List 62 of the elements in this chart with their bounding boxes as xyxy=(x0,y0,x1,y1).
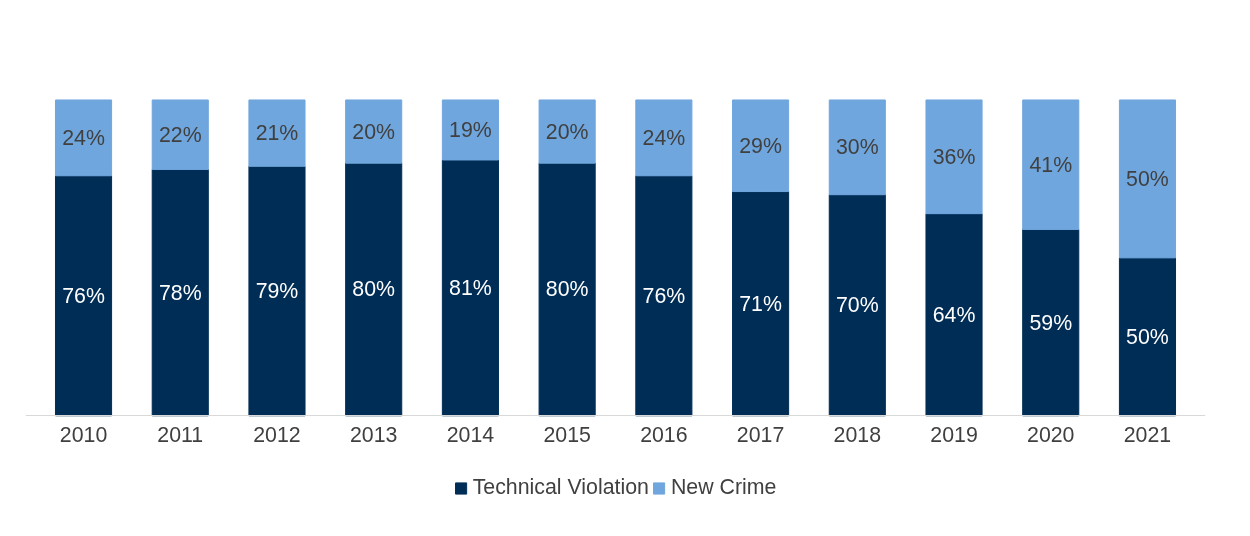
legend-label: New Crime xyxy=(670,475,777,500)
bar xyxy=(248,165,306,417)
bar xyxy=(635,99,693,177)
data-label: 20% xyxy=(545,119,589,144)
x-tick-label: 2018 xyxy=(833,422,882,447)
x-tick-label: 2020 xyxy=(1027,422,1075,447)
x-tick-label: 2013 xyxy=(349,422,398,447)
bar xyxy=(151,99,209,170)
bar xyxy=(345,99,403,164)
bar xyxy=(732,191,790,417)
data-label: 41% xyxy=(1029,152,1073,177)
bar xyxy=(925,213,983,417)
data-label: 70% xyxy=(835,293,879,318)
x-tick-label: 2016 xyxy=(640,422,688,447)
x-tick-label: 2011 xyxy=(157,422,204,447)
bar xyxy=(925,99,983,215)
data-label: 24% xyxy=(62,125,105,150)
bar xyxy=(248,99,306,167)
bar xyxy=(538,99,596,164)
bar xyxy=(1022,228,1080,417)
data-label: 59% xyxy=(1029,310,1073,335)
x-tick-label: 2014 xyxy=(446,422,495,447)
data-label: 21% xyxy=(255,121,299,146)
x-tick-label: 2019 xyxy=(930,422,978,447)
bar xyxy=(1022,99,1080,230)
bar xyxy=(732,99,790,193)
bar xyxy=(441,159,499,417)
data-label: 50% xyxy=(1126,166,1169,191)
data-label: 71% xyxy=(739,291,782,316)
x-tick-label: 2015 xyxy=(543,422,591,447)
data-label: 81% xyxy=(449,275,492,300)
data-label: 78% xyxy=(158,280,202,305)
x-tick-label: 2017 xyxy=(736,422,785,447)
bar xyxy=(635,175,693,417)
bar xyxy=(538,162,596,417)
data-label: 30% xyxy=(835,135,879,160)
data-label: 24% xyxy=(642,125,686,150)
data-label: 64% xyxy=(932,302,976,327)
bar xyxy=(441,99,499,161)
data-label: 79% xyxy=(255,279,299,304)
legend-label: Technical Violation xyxy=(472,475,649,500)
data-label: 20% xyxy=(352,119,396,144)
data-label: 76% xyxy=(62,283,105,308)
bar xyxy=(828,99,886,196)
bar xyxy=(828,194,886,417)
data-label: 80% xyxy=(545,277,589,302)
x-tick-label: 2021 xyxy=(1123,422,1172,447)
bar xyxy=(54,99,113,177)
data-label: 19% xyxy=(449,117,492,142)
x-tick-label: 2010 xyxy=(59,422,108,447)
data-label: 50% xyxy=(1126,324,1169,349)
bar xyxy=(54,175,113,417)
bar xyxy=(151,168,209,417)
data-label: 36% xyxy=(932,144,976,169)
data-label: 76% xyxy=(642,283,686,308)
bar xyxy=(1118,99,1177,259)
x-tick-label: 2012 xyxy=(253,422,301,447)
bar xyxy=(1118,257,1177,417)
bar xyxy=(345,162,403,417)
data-label: 29% xyxy=(739,133,782,158)
data-label: 22% xyxy=(158,122,202,147)
data-label: 80% xyxy=(352,277,396,302)
